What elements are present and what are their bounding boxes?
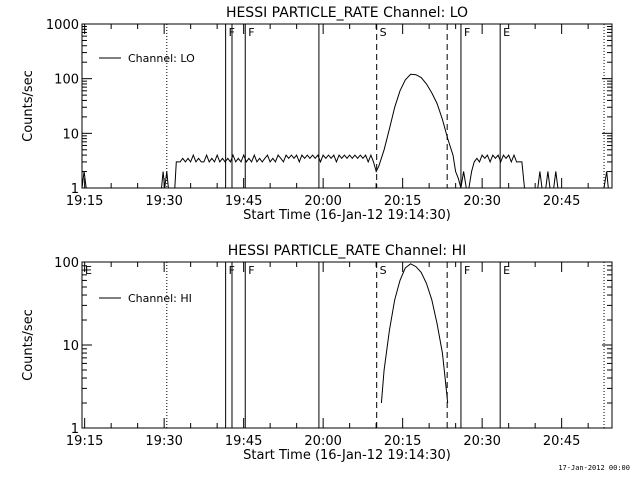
- x-axis-title: Start Time (16-Jan-12 19:14:30): [243, 448, 451, 463]
- chart-title: HESSI PARTICLE_RATE Channel: HI: [228, 243, 466, 259]
- plot-frame: [81, 261, 613, 429]
- event-marker-label: F: [464, 26, 470, 39]
- chart-panel-2: HESSI PARTICLE_RATE Channel: HI 1 10 100 19:…: [21, 243, 613, 463]
- x-tick-label: 19:30: [145, 434, 182, 449]
- x-tick-label: 20:15: [384, 194, 421, 209]
- event-marker-label: F: [464, 264, 470, 277]
- date-stamp: 17-Jan-2012 00:00: [558, 464, 630, 472]
- x-tick-label: 19:30: [145, 194, 182, 209]
- y-axis-title: Counts/sec: [21, 309, 36, 381]
- data-series-line: [81, 73, 609, 189]
- plot-frame: [81, 23, 613, 189]
- y-tick-label: 1: [71, 422, 79, 437]
- event-marker-label: S: [380, 26, 387, 39]
- x-tick-label: 20:00: [304, 194, 341, 209]
- data-series-line: [380, 263, 449, 404]
- x-tick-label: 20:45: [543, 434, 580, 449]
- x-tick-label: 19:45: [225, 434, 262, 449]
- x-tick-label: 20:15: [384, 434, 421, 449]
- event-marker-label: E: [503, 26, 510, 39]
- x-axis-title: Start Time (16-Jan-12 19:14:30): [243, 208, 451, 223]
- y-tick-label: 10: [62, 339, 79, 354]
- chart-panel-1: HESSI PARTICLE_RATE Channel: LO 1 10 100 100…: [21, 5, 613, 223]
- legend-label: Channel: LO: [128, 52, 195, 65]
- x-tick-label: 20:45: [543, 194, 580, 209]
- event-marker-label: F: [248, 26, 254, 39]
- x-tick-label: 19:15: [66, 434, 103, 449]
- y-tick-label: 1000: [46, 18, 79, 33]
- y-tick-label: 10: [62, 127, 79, 142]
- y-tick-label: 100: [54, 256, 79, 271]
- y-axis-title: Counts/sec: [21, 70, 36, 142]
- event-marker-label: E: [85, 264, 92, 277]
- x-tick-label: 19:45: [225, 194, 262, 209]
- event-marker-label: E: [503, 264, 510, 277]
- y-tick-label: 1: [71, 182, 79, 197]
- x-tick-label: 20:30: [463, 434, 500, 449]
- x-tick-label: 20:00: [304, 434, 341, 449]
- y-tick-label: 100: [54, 73, 79, 88]
- event-marker-label: F: [248, 264, 254, 277]
- legend-label: Channel: HI: [128, 292, 192, 305]
- event-marker-label: S: [380, 264, 387, 277]
- x-tick-label: 19:15: [66, 194, 103, 209]
- x-tick-label: 20:30: [463, 194, 500, 209]
- chart-title: HESSI PARTICLE_RATE Channel: LO: [226, 5, 468, 21]
